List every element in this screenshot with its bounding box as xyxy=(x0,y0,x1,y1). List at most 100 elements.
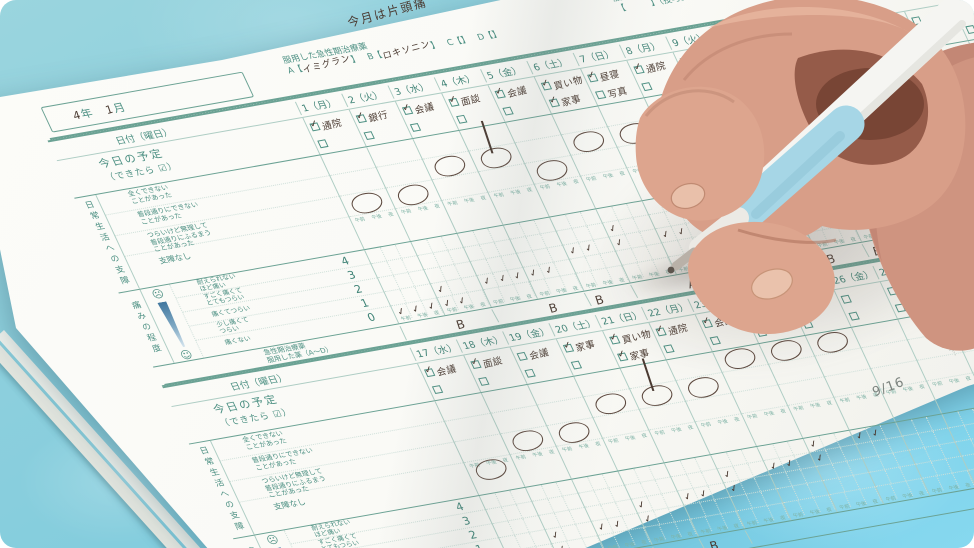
time-label: 午前 xyxy=(931,381,944,388)
time-label: 午後 xyxy=(717,418,730,426)
time-label: 夜 xyxy=(641,433,649,440)
plan-text-handwritten: 面談 xyxy=(458,93,483,109)
plan-checkbox xyxy=(524,368,536,378)
time-label: 午後 xyxy=(371,213,384,221)
med-letters-handwritten xyxy=(935,495,974,508)
pain-check-handwritten: ✓ xyxy=(556,544,570,548)
plan-checkbox xyxy=(456,114,468,124)
pain-check-handwritten: ✓ xyxy=(727,482,742,495)
pain-check-handwritten: ✓ xyxy=(767,460,782,473)
pain-level-number: 0 xyxy=(365,310,378,325)
plan-text-handwritten: 会議 xyxy=(411,101,437,117)
pain-check-handwritten: ✓ xyxy=(782,457,797,470)
time-label: 夜 xyxy=(526,187,534,194)
pain-check-handwritten: ✓ xyxy=(434,283,449,296)
plan-text-handwritten: 会議 xyxy=(526,347,552,363)
time-label: 夜 xyxy=(434,203,442,210)
pain-check-handwritten: ✓ xyxy=(641,512,656,526)
sad-face-icon: ☹ xyxy=(264,532,282,548)
pain-check-handwritten: ✓ xyxy=(595,520,610,534)
plan-checkbox xyxy=(502,106,514,116)
pain-check-handwritten: ✓ xyxy=(868,426,883,440)
pain-check-handwritten: ✓ xyxy=(409,303,424,316)
time-label: 午後 xyxy=(670,427,684,434)
pain-check-handwritten: ✓ xyxy=(496,272,510,285)
daily-circle-handwritten xyxy=(471,456,512,483)
plan-checkbox xyxy=(478,376,490,386)
time-label: 夜 xyxy=(480,195,488,202)
time-label: 午後 xyxy=(948,378,961,385)
plan-checkbox xyxy=(317,139,329,149)
plan-checkbox xyxy=(431,385,444,395)
time-label: 午前 xyxy=(700,421,713,429)
thumb xyxy=(688,221,837,335)
pain-check-handwritten: ✓ xyxy=(681,490,696,503)
time-label: 午前 xyxy=(561,446,574,454)
pain-check-handwritten: ✓ xyxy=(440,297,455,311)
time-label: 午前 xyxy=(446,200,459,208)
pain-check-handwritten: ✓ xyxy=(696,487,711,501)
med-letters-handwritten xyxy=(750,528,796,540)
acute-med-slot: C【】 xyxy=(445,35,473,50)
time-label: 夜 xyxy=(387,211,395,218)
time-label: 夜 xyxy=(918,384,927,391)
pain-check-handwritten: ✓ xyxy=(853,429,868,443)
month-group: 1月 xyxy=(102,99,128,117)
med-letters-handwritten xyxy=(843,512,888,524)
time-label: 午後 xyxy=(624,435,637,443)
med-letters-handwritten xyxy=(796,520,842,532)
pain-check-handwritten: ✓ xyxy=(634,498,649,512)
time-label: 午後 xyxy=(532,451,545,459)
time-label: 夜 xyxy=(780,408,788,415)
time-label: 夜 xyxy=(733,416,742,423)
med-letters-handwritten xyxy=(404,323,450,335)
plan-text-handwritten: 会議 xyxy=(433,363,459,379)
time-label: 午後 xyxy=(578,443,591,451)
pain-check-handwritten: ✓ xyxy=(480,275,495,288)
happy-face-icon: ☺ xyxy=(177,348,195,363)
index-fingernail xyxy=(670,182,706,210)
plan-checkbox xyxy=(363,131,375,141)
med-letters-handwritten xyxy=(889,503,935,516)
time-label: 午後 xyxy=(417,205,430,213)
time-label: 午前 xyxy=(792,405,805,413)
pain-check-handwritten: ✓ xyxy=(806,437,821,451)
pen-tip xyxy=(667,266,675,274)
time-label: 午後 xyxy=(509,189,523,197)
time-label: 午前 xyxy=(654,430,667,437)
pain-check-handwritten: ✓ xyxy=(424,300,439,314)
sad-face-icon: ☹ xyxy=(149,287,167,302)
thumbnail xyxy=(751,268,793,300)
plan-checkbox xyxy=(570,360,583,370)
time-label: 午前 xyxy=(493,192,506,200)
time-label: 午後 xyxy=(809,402,822,410)
time-label: 夜 xyxy=(826,400,834,407)
pain-check-handwritten: ✓ xyxy=(394,305,409,319)
time-label: 夜 xyxy=(594,441,603,448)
time-label: 午前 xyxy=(746,413,759,421)
pain-check-handwritten: ✓ xyxy=(610,518,625,531)
plan-text-handwritten: 家事 xyxy=(558,94,584,110)
year-group: 4年 xyxy=(69,104,95,122)
pain-check-handwritten: ✓ xyxy=(548,528,563,542)
time-label: 夜 xyxy=(965,376,973,383)
pain-check-handwritten: ✓ xyxy=(720,468,735,481)
pain-check-handwritten: ✓ xyxy=(813,451,828,465)
time-label: 午前 xyxy=(515,454,528,462)
hand-holding-pen xyxy=(635,0,974,351)
time-label: 午前 xyxy=(607,438,620,446)
plan-text-handwritten: 銀行 xyxy=(365,109,391,125)
acute-med-slot: D【】 xyxy=(476,29,504,44)
med-letters-handwritten xyxy=(497,307,542,319)
pain-check-handwritten: ✓ xyxy=(456,295,470,308)
time-label: 午前 xyxy=(400,208,413,216)
plan-text-handwritten: 面談 xyxy=(480,355,505,371)
time-label: 夜 xyxy=(687,425,695,431)
plan-text-handwritten: 通院 xyxy=(319,118,344,133)
pain-check-handwritten: ✓ xyxy=(526,266,541,280)
time-label: 夜 xyxy=(548,449,556,456)
time-label: 午後 xyxy=(463,197,476,205)
time-label: 午後 xyxy=(856,394,869,402)
time-label: 午前 xyxy=(354,216,367,224)
